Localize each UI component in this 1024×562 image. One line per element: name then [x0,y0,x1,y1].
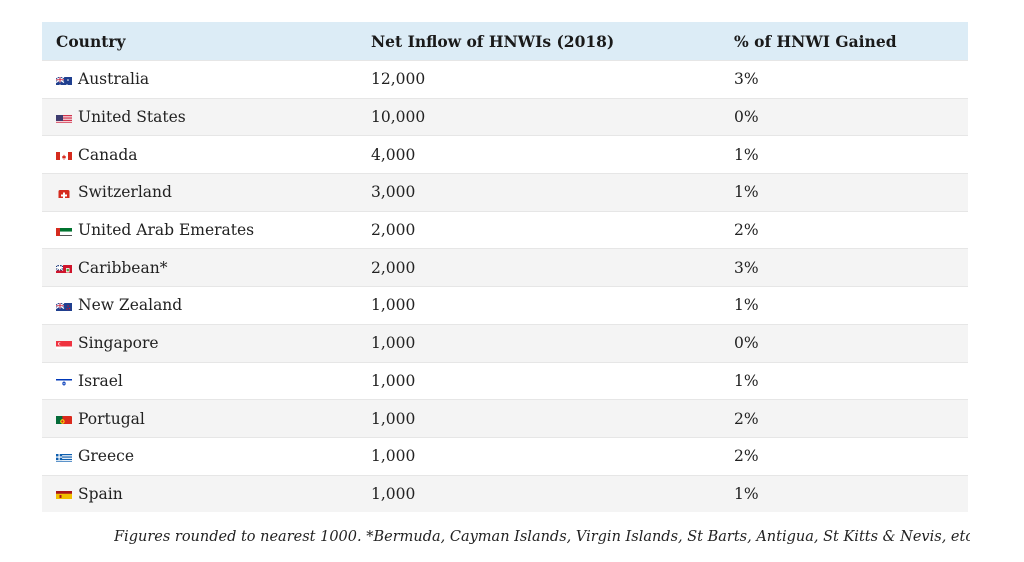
table-row: Australia 12,000 3% [42,60,968,98]
country-cell: Israel [42,372,371,390]
table-row: United Arab Emerates 2,000 2% [42,210,968,249]
net-inflow-cell: 2,000 [371,258,416,277]
percent-gained-cell: 1% [734,145,759,164]
singapore-flag-icon [56,338,72,349]
country-name: Canada [78,145,138,164]
net-inflow-cell: 10,000 [371,108,426,127]
country-name: Portugal [78,409,145,428]
country-cell: New Zealand [42,296,371,314]
united-states-flag-icon [56,112,72,123]
net-inflow-cell: 1,000 [371,409,416,428]
percent-gained-cell: 0% [734,108,759,127]
country-name: Singapore [78,334,159,353]
net-inflow-cell: 1,000 [371,447,416,466]
table-row: Canada 4,000 1% [42,135,968,173]
switzerland-flag-icon [56,187,72,198]
spain-flag-icon [56,488,72,500]
percent-gained-cell: 2% [734,409,759,428]
table-header-row: Country Net Inflow of HNWIs (2018) % of … [42,22,968,60]
table-row: Caribbean* 2,000 3% [42,248,968,287]
table-body: Australia 12,000 3% United States 10,000 0% Ca… [42,60,968,513]
column-header-net-inflow: Net Inflow of HNWIs (2018) [371,31,615,51]
net-inflow-cell: 1,000 [371,371,416,390]
percent-gained-cell: 3% [734,70,759,89]
percent-gained-cell: 2% [734,447,759,466]
table-row: Portugal 1,000 2% [42,399,968,437]
country-name: New Zealand [78,296,183,315]
country-cell: Spain [42,485,371,503]
net-inflow-cell: 12,000 [371,70,426,89]
percent-gained-cell: 1% [734,371,759,390]
country-cell: Canada [42,146,371,164]
table-row: Switzerland 3,000 1% [42,173,968,211]
portugal-flag-icon [56,413,72,425]
uae-flag-icon [56,225,72,236]
country-cell: Australia [42,70,371,88]
country-cell: Singapore [42,334,371,352]
country-cell: Greece [42,447,371,465]
country-name: Caribbean* [78,258,168,277]
country-cell: Caribbean* [42,259,371,277]
column-header-country: Country [56,31,126,51]
country-name: Israel [78,371,123,390]
net-inflow-cell: 1,000 [371,484,416,503]
country-name: United States [78,108,186,127]
hnwi-table: Country Net Inflow of HNWIs (2018) % of … [42,22,968,513]
table-row: Israel 1,000 1% [42,361,968,400]
new-zealand-flag-icon [56,300,72,311]
net-inflow-cell: 1,000 [371,334,416,353]
table-row: New Zealand 1,000 1% [42,286,968,324]
greece-flag-icon [56,451,72,462]
canada-flag-icon [56,149,72,161]
percent-gained-cell: 1% [734,484,759,503]
column-header-percent-gained: % of HNWI Gained [734,31,897,51]
percent-gained-cell: 1% [734,183,759,202]
table-row: Spain 1,000 1% [42,474,968,513]
percent-gained-cell: 2% [734,221,759,240]
country-name: Australia [78,70,150,89]
country-name: Switzerland [78,183,172,202]
country-cell: Portugal [42,410,371,428]
net-inflow-cell: 2,000 [371,221,416,240]
net-inflow-cell: 4,000 [371,145,416,164]
net-inflow-cell: 1,000 [371,296,416,315]
table-row: United States 10,000 0% [42,97,968,136]
net-inflow-cell: 3,000 [371,183,416,202]
table-row: Greece 1,000 2% [42,436,968,475]
australia-flag-icon [56,74,72,85]
percent-gained-cell: 0% [734,334,759,353]
percent-gained-cell: 1% [734,296,759,315]
table-footnote: Figures rounded to nearest 1000. *Bermud… [114,529,970,545]
country-name: Spain [78,484,123,503]
israel-flag-icon [56,375,72,387]
country-cell: Switzerland [42,183,371,201]
country-name: Greece [78,447,134,466]
country-cell: United Arab Emerates [42,221,371,239]
country-name: United Arab Emerates [78,221,255,240]
percent-gained-cell: 3% [734,258,759,277]
table-row: Singapore 1,000 0% [42,323,968,362]
country-cell: United States [42,108,371,126]
caribbean-flag-icon [56,262,72,274]
